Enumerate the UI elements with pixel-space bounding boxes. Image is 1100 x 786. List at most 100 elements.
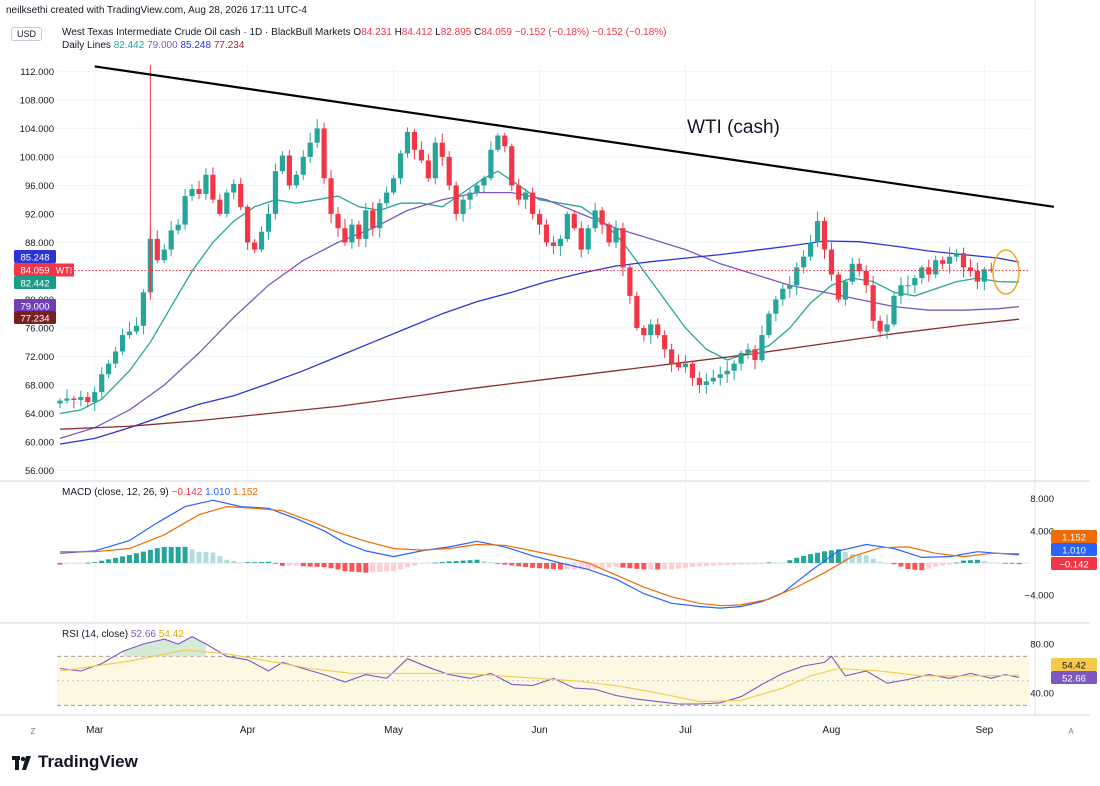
price-tag-bg — [14, 276, 56, 289]
candle-body — [933, 260, 939, 275]
price-tag-bg — [14, 263, 56, 276]
rsi-overbought-fill — [122, 636, 206, 657]
candle-body — [502, 135, 508, 147]
candle-body — [126, 331, 133, 336]
macd-histogram-bar — [300, 563, 306, 567]
ohlc-open: O84.231 — [353, 27, 392, 38]
price-tag-bg — [14, 250, 56, 263]
macd-histogram-bar — [460, 560, 466, 563]
macd-line — [59, 499, 1020, 609]
rsi-tag: 54.42 — [1062, 660, 1086, 671]
macd-histogram-bar — [342, 563, 348, 572]
candle-body — [669, 349, 675, 364]
candle-body — [140, 292, 146, 326]
macd-histogram-bar — [140, 551, 146, 563]
price-tag: 79.000 — [20, 301, 49, 312]
candle-body — [467, 192, 473, 200]
rsi-tick-label: 40.00 — [1030, 689, 1054, 700]
ohlc-low: L82.895 — [435, 27, 472, 38]
macd-histogram-bar — [113, 557, 119, 563]
macd-histogram-bar — [863, 555, 869, 563]
macd-histogram-bar — [905, 563, 911, 570]
ma200-value: 77.234 — [213, 40, 245, 51]
candle-body — [912, 278, 918, 286]
price-tick-label: 96.000 — [25, 181, 54, 192]
candle-body — [801, 256, 807, 268]
candle-body — [481, 178, 487, 186]
candle-body — [599, 210, 605, 225]
z-scale-button[interactable]: Z — [31, 727, 36, 736]
candle-body — [523, 192, 529, 200]
candle-body — [495, 135, 501, 150]
macd-histogram-bar — [676, 563, 682, 569]
tradingview-wordmark: TradingView — [38, 752, 138, 771]
macd-histogram-bar — [773, 562, 779, 564]
last-bar-highlight-ellipse — [992, 249, 1020, 295]
macd-histogram-bar — [516, 563, 522, 567]
price-tick-label: 104.000 — [20, 124, 54, 135]
candle-body — [293, 174, 299, 186]
macd-histogram-bar — [926, 563, 932, 569]
macd-tag: 1.152 — [1062, 532, 1086, 543]
macd-histogram-bar — [787, 560, 793, 563]
candle-body — [550, 242, 557, 247]
macd-histogram-bar — [641, 563, 647, 570]
candle-body — [947, 256, 953, 264]
macd-legend: MACD (close, 12, 26, 9) −0.142 1.010 1.1… — [62, 487, 258, 498]
currency-button[interactable]: USD — [11, 27, 43, 41]
macd-histogram-bar — [293, 563, 299, 566]
macd-histogram-bar — [64, 563, 70, 565]
price-tag-bg — [14, 311, 56, 324]
macd-histogram-bar — [182, 546, 188, 563]
macd-tag: −0.142 — [1059, 559, 1088, 570]
auto-scale-button[interactable]: A — [1068, 727, 1074, 736]
macd-histogram-bar — [502, 563, 508, 565]
rsi-tag: 52.66 — [1062, 673, 1086, 684]
candle-body — [814, 221, 821, 243]
candle-body — [564, 213, 570, 239]
candle-body — [300, 156, 306, 175]
macd-histogram-bar — [988, 562, 994, 564]
candle-body — [821, 221, 828, 250]
tradingview-logo-icon — [12, 755, 34, 770]
candle-body — [119, 335, 126, 352]
macd-histogram-bar — [349, 563, 355, 572]
macd-histogram-bar — [328, 563, 334, 569]
macd-legend-label: MACD (close, 12, 26, 9) — [62, 487, 169, 498]
price-tick-label: 76.000 — [25, 323, 54, 334]
macd-histogram-bar — [683, 563, 688, 568]
candle-body — [328, 178, 334, 214]
symbol-tag-bg — [54, 263, 74, 277]
candle-body — [516, 185, 522, 200]
candle-body — [57, 400, 63, 404]
candle-body — [960, 253, 967, 268]
macd-histogram-bar — [919, 563, 925, 571]
chart-annotation: WTI (cash) — [687, 117, 780, 138]
price-tick-label: 60.000 — [25, 438, 54, 449]
candle-body — [863, 270, 869, 286]
candle-body — [370, 210, 376, 229]
price-tick-label: 68.000 — [25, 380, 54, 391]
candle-body — [196, 188, 202, 194]
macd-histogram-bar — [940, 563, 946, 566]
candle-body — [849, 263, 855, 282]
candle-body — [940, 260, 946, 264]
macd-histogram-bar — [564, 563, 570, 570]
macd-histogram-bar — [432, 562, 438, 564]
macd-hist-value: −0.142 — [171, 487, 203, 498]
macd-histogram-bar — [161, 546, 167, 563]
price-tag: 84.059 — [20, 265, 49, 276]
macd-histogram-bar — [794, 557, 800, 563]
candle-body — [488, 149, 494, 179]
candle-body — [905, 285, 911, 287]
candle-body — [404, 131, 411, 154]
macd-histogram-bar — [307, 563, 313, 567]
macd-histogram-bar — [106, 559, 112, 563]
candle-body — [411, 131, 418, 150]
macd-histogram-bar — [780, 562, 786, 564]
macd-histogram-bar — [655, 563, 661, 570]
macd-histogram-bar — [495, 563, 501, 564]
macd-histogram-bar — [85, 562, 91, 564]
candle-body — [418, 149, 424, 161]
macd-histogram-bar — [620, 563, 626, 568]
